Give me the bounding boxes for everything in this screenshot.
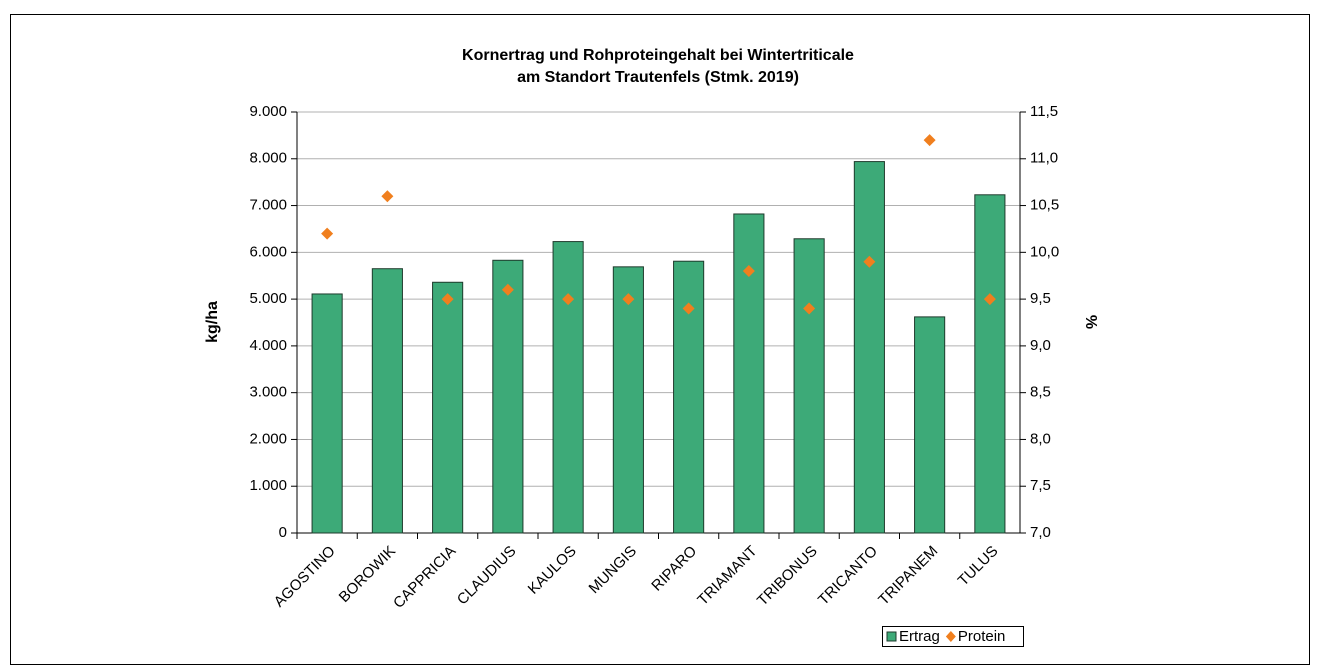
y2-tick-label: 11,5 <box>1030 103 1058 120</box>
bar <box>371 268 403 534</box>
y2-tick-label: 8,0 <box>1030 430 1051 447</box>
y2-tick-label: 9,5 <box>1030 290 1051 307</box>
marker <box>501 283 514 296</box>
y-tick-label: 1.000 <box>249 477 287 494</box>
y2-tick-label: 10,0 <box>1030 243 1059 260</box>
marker <box>562 293 575 306</box>
y-tick-label: 7.000 <box>249 197 287 214</box>
bar <box>793 238 825 534</box>
bar <box>612 266 644 534</box>
y-tick-label: 8.000 <box>249 150 287 167</box>
marker <box>742 265 755 278</box>
bar <box>733 213 765 534</box>
y-tick-label: 4.000 <box>249 337 287 354</box>
y-tick-label: 5.000 <box>249 290 287 307</box>
bar <box>853 161 885 534</box>
bar <box>914 316 946 534</box>
bar <box>673 260 705 534</box>
y2-tick-label: 7,5 <box>1030 477 1051 494</box>
y2-tick-label: 10,5 <box>1030 197 1059 214</box>
y2-tick-label: 8,5 <box>1030 384 1051 401</box>
marker <box>923 134 936 147</box>
y-tick-label: 2.000 <box>249 430 287 447</box>
chart-title: Kornertrag und Rohproteingehalt bei Wint… <box>462 47 854 64</box>
marker <box>321 227 334 240</box>
y2-tick-label: 7,0 <box>1030 524 1051 541</box>
y-axis-label: kg/ha <box>204 301 221 343</box>
legend-label: Ertrag <box>899 628 940 645</box>
marker <box>622 293 635 306</box>
legend-label: Protein <box>958 628 1006 645</box>
marker <box>381 190 394 203</box>
legend-swatch <box>886 631 897 642</box>
marker <box>803 302 816 315</box>
y-tick-label: 0 <box>279 524 287 541</box>
y-tick-label: 6.000 <box>249 243 287 260</box>
bar <box>492 259 524 534</box>
chart-frame <box>10 14 1310 665</box>
bar <box>552 241 584 534</box>
bar <box>974 194 1006 534</box>
y-tick-label: 3.000 <box>249 384 287 401</box>
bar <box>311 293 343 534</box>
y-tick-label: 9.000 <box>249 103 287 120</box>
y2-tick-label: 11,0 <box>1030 150 1058 167</box>
marker <box>682 302 695 315</box>
legend-swatch <box>945 631 956 642</box>
marker <box>863 255 876 268</box>
y2-axis-label: % <box>1082 315 1099 329</box>
bar <box>432 281 464 534</box>
marker <box>441 293 454 306</box>
marker <box>983 293 996 306</box>
y2-tick-label: 9,0 <box>1030 337 1051 354</box>
chart-title: am Standort Trautenfels (Stmk. 2019) <box>517 69 799 86</box>
